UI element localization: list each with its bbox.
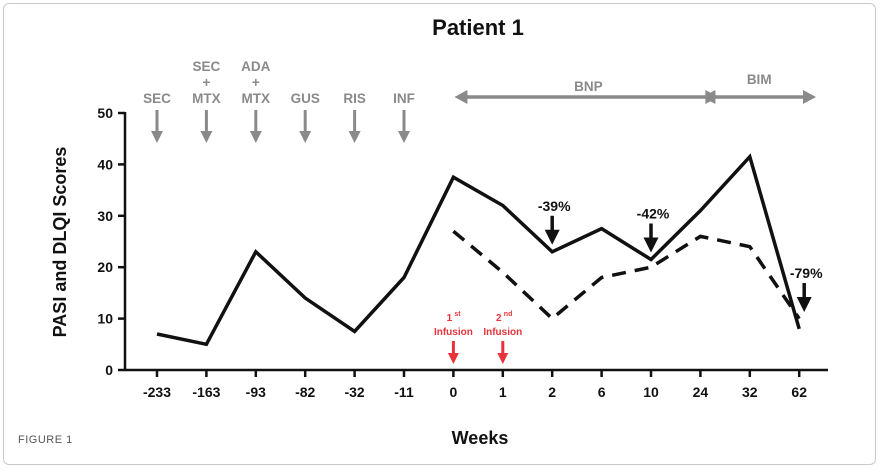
treatment-spans: BNP BIM	[454, 72, 816, 104]
x-tick-label: -93	[246, 384, 266, 400]
x-tick-label: -163	[192, 384, 220, 400]
treatment-label: ADA	[241, 59, 270, 74]
x-tick-label: 0	[450, 384, 458, 400]
treatment-label: SEC	[193, 59, 221, 74]
y-tick-label: 20	[97, 259, 113, 275]
infusion-word: Infusion	[483, 327, 522, 338]
y-tick-label: 50	[97, 105, 113, 121]
treatment-arrow-head	[249, 131, 262, 143]
infusion-number: 1	[447, 313, 453, 324]
chart-title: Patient 1	[432, 15, 524, 40]
x-tick-label: 24	[693, 384, 709, 400]
treatment-label: +	[202, 75, 210, 90]
infusion-number: 2	[496, 313, 502, 324]
series-pasi-line	[156, 153, 801, 347]
span-arrow-left	[454, 90, 468, 104]
percent-change-arrow-head	[544, 229, 560, 245]
treatment-arrow-head	[151, 131, 163, 143]
figure-label: FIGURE 1	[18, 434, 73, 446]
percent-change-label: -79%	[790, 265, 823, 281]
axes	[123, 112, 828, 372]
infusion-word: Infusion	[434, 327, 473, 338]
treatment-arrow-head	[200, 131, 213, 143]
percent-change-label: -39%	[538, 198, 571, 214]
treatment-label: INF	[393, 91, 415, 106]
span-arrow-right	[803, 90, 816, 104]
y-tick-label: 40	[97, 156, 113, 172]
x-tick-label: 62	[791, 384, 807, 400]
x-tick-label: 10	[643, 384, 659, 400]
ticks: 0 10 20 30 40 50 -233 -163 -93 -82 -32 -11 0 1 2 6 10 24 3…	[97, 105, 807, 400]
treatment-label: SEC	[143, 91, 171, 106]
x-tick-label: -82	[295, 384, 315, 400]
span-arrow-left	[702, 90, 716, 104]
x-tick-label: -11	[394, 384, 414, 400]
percent-change-arrow-head	[796, 297, 812, 312]
treatment-arrow-head	[348, 131, 361, 143]
span-label: BIM	[747, 72, 772, 87]
figure-frame	[3, 3, 876, 465]
x-tick-label: -32	[344, 384, 364, 400]
treatment-label: MTX	[192, 91, 221, 106]
treatment-arrow-head	[398, 131, 410, 143]
annotations: -39% -42% -79%	[538, 198, 823, 312]
x-tick-label: -233	[143, 384, 171, 400]
x-tick-label: 6	[598, 384, 606, 400]
y-tick-label: 0	[105, 362, 113, 378]
x-tick-label: 1	[499, 384, 507, 400]
span-label: BNP	[574, 79, 603, 94]
x-tick-label: 32	[742, 384, 758, 400]
y-tick-label: 10	[97, 311, 113, 327]
infusion-arrow-head	[447, 353, 459, 364]
infusion-ordinal: st	[454, 311, 461, 318]
treatment-label: RIS	[343, 91, 366, 106]
y-tick-label: 30	[97, 208, 113, 224]
infusion-arrow-head	[497, 353, 509, 364]
series	[156, 153, 801, 347]
x-axis-label: Weeks	[452, 428, 509, 448]
y-axis-label: PASI and DLQI Scores	[50, 147, 70, 338]
infusion-ordinal: nd	[504, 311, 513, 318]
x-tick-label: 2	[548, 384, 556, 400]
treatment-label: MTX	[242, 91, 271, 106]
infusions: 1 st Infusion 2 nd Infusion	[434, 311, 522, 364]
percent-change-label: -42%	[637, 205, 670, 221]
series-dlqi-line	[452, 229, 801, 321]
treatment-arrow-head	[299, 131, 312, 143]
treatment-label: GUS	[291, 91, 320, 106]
percent-change-arrow-head	[643, 237, 659, 253]
treatment-label: +	[252, 75, 260, 90]
